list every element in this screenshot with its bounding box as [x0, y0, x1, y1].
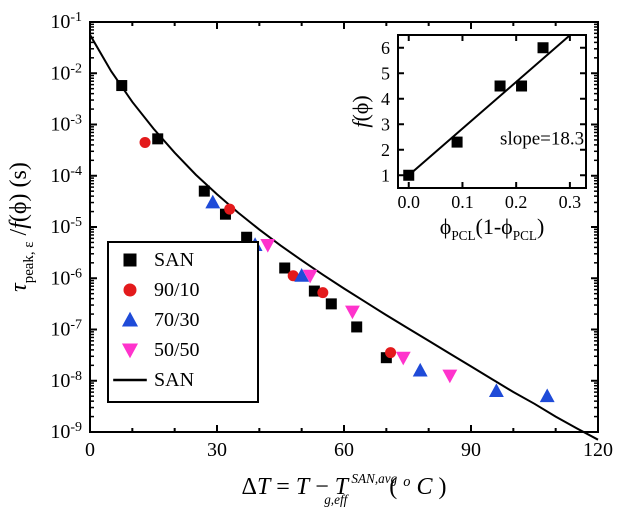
inset-ytick: 1 [381, 165, 390, 185]
inset-ytick: 4 [381, 89, 390, 109]
xtick-label: 60 [334, 439, 354, 461]
inset-ytick: 2 [381, 140, 390, 160]
legend-label: 70/30 [154, 309, 200, 331]
inset-ytick: 5 [381, 63, 390, 83]
inset-ytick: 3 [381, 114, 390, 134]
xtick-label: 0 [85, 439, 95, 461]
inset-xtick: 0.1 [451, 192, 474, 212]
figure: 030609012010-910-810-710-610-510-410-310… [0, 0, 640, 521]
inset-xtick: 0.2 [505, 192, 528, 212]
legend-label: SAN [154, 249, 194, 271]
legend-label: 50/50 [154, 339, 200, 361]
inset-xtick: 0.3 [559, 192, 582, 212]
inset-xtick: 0.0 [397, 192, 420, 212]
inset-ytick: 6 [381, 38, 390, 58]
xtick-label: 90 [461, 439, 481, 461]
inset-ylabel: f(ϕ) [348, 95, 373, 127]
xtick-label: 30 [207, 439, 227, 461]
legend-label: 90/10 [154, 279, 200, 301]
xtick-label: 120 [583, 439, 613, 461]
inset-annotation: slope=18.3 [500, 129, 584, 150]
legend-label: SAN [154, 369, 194, 391]
